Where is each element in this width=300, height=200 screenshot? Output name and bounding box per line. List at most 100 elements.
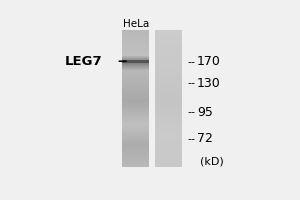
- Bar: [122, 75, 149, 76]
- Bar: [155, 130, 182, 131]
- Text: HeLa: HeLa: [123, 19, 149, 29]
- Bar: [155, 151, 182, 152]
- Bar: [122, 139, 149, 140]
- Bar: [155, 31, 182, 32]
- Bar: [155, 91, 182, 92]
- Bar: [155, 55, 182, 56]
- Bar: [122, 48, 149, 49]
- Bar: [155, 33, 182, 34]
- Bar: [122, 89, 149, 90]
- Bar: [155, 125, 182, 126]
- Bar: [122, 81, 149, 82]
- Bar: [122, 164, 149, 165]
- Bar: [122, 103, 149, 104]
- Bar: [155, 38, 182, 39]
- Bar: [122, 80, 149, 81]
- Bar: [122, 162, 149, 163]
- Bar: [122, 130, 149, 131]
- Bar: [155, 79, 182, 80]
- Bar: [122, 149, 149, 150]
- Bar: [155, 88, 182, 89]
- Bar: [122, 59, 149, 60]
- Bar: [155, 61, 182, 62]
- Text: --: --: [188, 108, 196, 118]
- Bar: [155, 107, 182, 108]
- Text: (kD): (kD): [200, 157, 224, 167]
- Bar: [122, 66, 149, 67]
- Bar: [155, 100, 182, 101]
- Bar: [122, 102, 149, 103]
- Bar: [122, 125, 149, 126]
- Bar: [122, 30, 149, 31]
- Bar: [122, 71, 149, 72]
- Bar: [155, 47, 182, 48]
- Bar: [155, 127, 182, 128]
- Bar: [155, 162, 182, 163]
- Bar: [155, 147, 182, 148]
- Bar: [155, 49, 182, 50]
- Bar: [122, 32, 149, 33]
- Bar: [155, 159, 182, 160]
- Text: 170: 170: [197, 55, 220, 68]
- Bar: [122, 82, 149, 83]
- Bar: [155, 149, 182, 150]
- Bar: [155, 113, 182, 114]
- Text: --: --: [118, 55, 128, 68]
- Bar: [122, 110, 149, 111]
- Bar: [155, 73, 182, 74]
- Bar: [122, 43, 149, 44]
- Bar: [122, 62, 149, 63]
- Bar: [155, 82, 182, 83]
- Bar: [122, 96, 149, 97]
- Bar: [155, 133, 182, 134]
- Bar: [155, 105, 182, 106]
- Bar: [155, 53, 182, 54]
- Bar: [155, 42, 182, 43]
- Bar: [122, 123, 149, 124]
- Bar: [155, 116, 182, 117]
- Bar: [155, 93, 182, 94]
- Bar: [122, 65, 149, 66]
- Bar: [122, 52, 149, 53]
- Bar: [155, 109, 182, 110]
- Bar: [155, 103, 182, 104]
- Bar: [155, 148, 182, 149]
- Bar: [122, 38, 149, 39]
- Bar: [122, 53, 149, 54]
- Bar: [155, 38, 182, 39]
- Text: 130: 130: [197, 77, 220, 90]
- Bar: [122, 143, 149, 144]
- Bar: [122, 154, 149, 155]
- Bar: [122, 63, 149, 64]
- Bar: [155, 120, 182, 121]
- Bar: [122, 123, 149, 124]
- Bar: [122, 118, 149, 119]
- Bar: [122, 138, 149, 139]
- Bar: [155, 66, 182, 67]
- Bar: [122, 120, 149, 121]
- Bar: [122, 136, 149, 137]
- Bar: [122, 60, 149, 61]
- Bar: [122, 134, 149, 135]
- Bar: [122, 112, 149, 113]
- Bar: [155, 123, 182, 124]
- Bar: [122, 41, 149, 42]
- Bar: [155, 134, 182, 135]
- Bar: [155, 162, 182, 163]
- Bar: [122, 100, 149, 101]
- Bar: [155, 122, 182, 123]
- Bar: [122, 85, 149, 86]
- Bar: [155, 131, 182, 132]
- Bar: [122, 33, 149, 34]
- Bar: [155, 87, 182, 88]
- Bar: [155, 48, 182, 49]
- Bar: [122, 112, 149, 113]
- Bar: [122, 84, 149, 85]
- Bar: [122, 147, 149, 148]
- Bar: [122, 93, 149, 94]
- Bar: [122, 140, 149, 141]
- Bar: [122, 162, 149, 163]
- Bar: [155, 90, 182, 91]
- Bar: [122, 155, 149, 156]
- Bar: [122, 95, 149, 96]
